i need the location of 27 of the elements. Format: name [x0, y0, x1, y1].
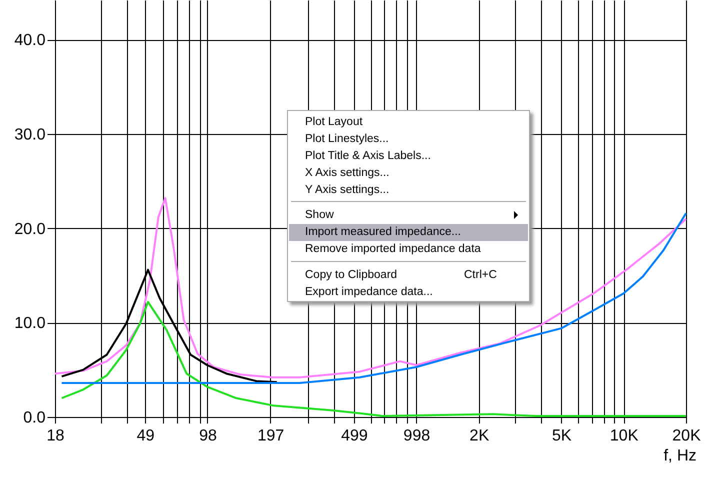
x-axis-title: f, Hz	[664, 448, 696, 464]
x-tick-label: 20K	[672, 428, 702, 444]
annotation: Plot Title & Axis Labels...	[304, 149, 432, 164]
y-tick-label: 0.0	[23, 410, 46, 426]
x-tick-label: 197	[257, 428, 284, 444]
annotation: X Axis settings...	[304, 166, 390, 181]
y-tick-label: 30.0	[14, 126, 46, 144]
x-tick-label: 49	[136, 428, 155, 444]
annotation: Remove imported impedance data	[304, 242, 482, 257]
y-tick-label: 40.0	[14, 32, 46, 50]
x-tick-label: 5K	[552, 428, 572, 444]
annotation: Plot Layout	[304, 115, 364, 130]
x-tick-label: 2K	[470, 428, 490, 444]
annotation: Copy to Clipboard	[305, 269, 398, 281]
y-tick-label: 20.0	[14, 220, 46, 238]
annotation: Export impedance data...	[304, 285, 434, 300]
x-tick-label: 998	[403, 428, 430, 444]
y-tick-label: 10.0	[14, 315, 46, 332]
annotation: Y Axis settings...	[304, 183, 390, 198]
x-tick-label: 18	[46, 428, 64, 444]
x-tick-label: 10K	[610, 428, 639, 444]
annotation: Plot Linestyles...	[304, 132, 390, 147]
annotation: Ctrl+C	[464, 268, 497, 283]
x-tick-label: 499	[341, 428, 368, 444]
annotation: Show	[304, 208, 335, 223]
annotation: Import measured impedance...	[289, 224, 528, 241]
x-tick-label: 98	[199, 428, 217, 444]
